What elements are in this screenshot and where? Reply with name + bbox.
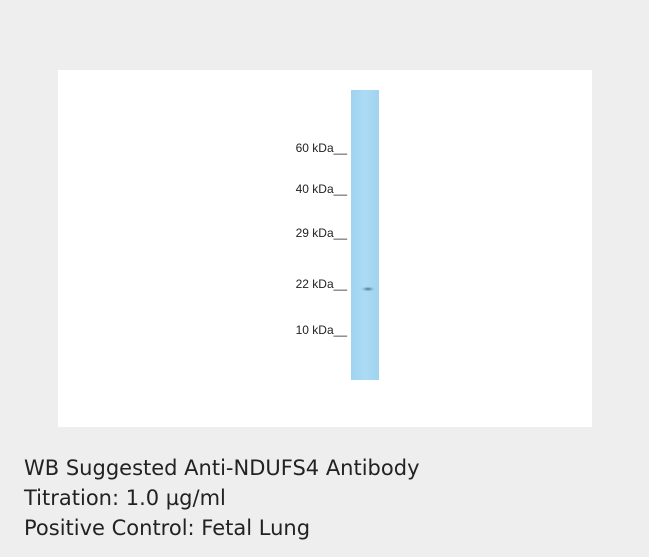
band — [361, 286, 375, 292]
caption: WB Suggested Anti-NDUFS4 Antibody Titrat… — [24, 453, 420, 543]
marker-label: 40 kDa__ — [296, 182, 348, 196]
caption-line: Titration: 1.0 µg/ml — [24, 486, 226, 510]
marker-label: 10 kDa__ — [296, 323, 348, 337]
marker-label: 29 kDa__ — [296, 226, 348, 240]
lane — [351, 90, 379, 380]
blot-background — [58, 70, 592, 427]
marker-label: 22 kDa__ — [296, 277, 348, 291]
blot-image: 60 kDa__ 40 kDa__ 29 kDa__ 22 kDa__ 10 k… — [58, 70, 592, 427]
marker-label: 60 kDa__ — [296, 141, 348, 155]
caption-line: Positive Control: Fetal Lung — [24, 516, 311, 540]
caption-line: WB Suggested Anti-NDUFS4 Antibody — [24, 456, 420, 480]
